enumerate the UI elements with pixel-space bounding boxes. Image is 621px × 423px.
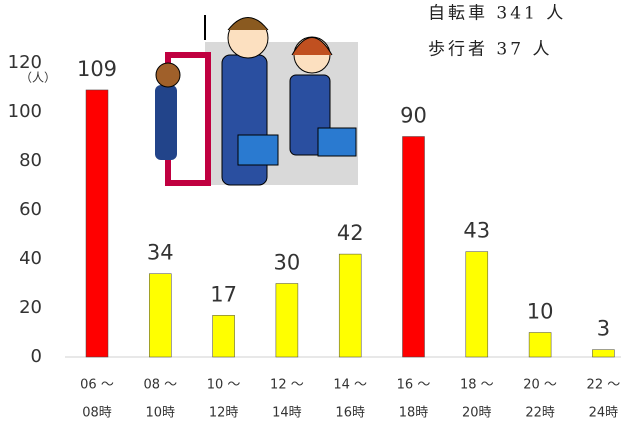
bar bbox=[403, 137, 425, 358]
x-tick-label: 18時 bbox=[399, 406, 429, 421]
x-tick-label: 06 ～ bbox=[80, 378, 114, 393]
bar bbox=[339, 254, 361, 357]
x-tick-label: 24時 bbox=[589, 406, 619, 421]
x-tick-label: 14 ～ bbox=[333, 378, 367, 393]
bar bbox=[592, 350, 614, 357]
annotation: 歩行者 37 人 bbox=[428, 40, 552, 60]
y-tick-label: 20 bbox=[19, 297, 42, 318]
y-tick-label: 0 bbox=[31, 346, 42, 367]
x-tick-label: 22時 bbox=[525, 406, 555, 421]
bar bbox=[466, 252, 488, 357]
x-tick-label: 08 ～ bbox=[143, 378, 177, 393]
x-tick-label: 22 ～ bbox=[587, 378, 621, 393]
x-tick-label: 14時 bbox=[272, 406, 302, 421]
x-tick-label: 16時 bbox=[335, 406, 365, 421]
x-tick-label: 12時 bbox=[209, 406, 239, 421]
y-tick-label: 40 bbox=[19, 248, 42, 269]
x-tick-label: 12 ～ bbox=[270, 378, 304, 393]
value-label: 3 bbox=[597, 317, 610, 341]
value-label: 42 bbox=[337, 221, 364, 245]
x-tick-label: 10時 bbox=[146, 406, 176, 421]
value-label: 17 bbox=[210, 282, 237, 306]
value-label: 90 bbox=[400, 104, 427, 128]
x-tick-label: 08時 bbox=[82, 406, 112, 421]
x-tick-label: 20時 bbox=[462, 406, 492, 421]
x-tick-label: 10 ～ bbox=[207, 378, 241, 393]
bar bbox=[276, 284, 298, 358]
value-label: 34 bbox=[147, 241, 174, 265]
value-label: 30 bbox=[274, 251, 301, 275]
bar bbox=[213, 315, 235, 357]
chart: 自転車 341 人 歩行者 37 人 （人） 02040608010012006… bbox=[0, 0, 621, 423]
y-tick-label: 100 bbox=[8, 101, 42, 122]
bar bbox=[86, 90, 108, 357]
x-tick-label: 18 ～ bbox=[460, 378, 494, 393]
y-tick-label: 120 bbox=[8, 52, 42, 73]
y-tick-label: 60 bbox=[19, 199, 42, 220]
value-label: 43 bbox=[463, 219, 490, 243]
bar bbox=[149, 274, 171, 357]
value-label: 109 bbox=[77, 57, 117, 81]
annotation: 自転車 341 人 bbox=[428, 4, 566, 24]
illustration bbox=[155, 15, 358, 185]
x-tick-label: 16 ～ bbox=[397, 378, 431, 393]
value-label: 10 bbox=[527, 300, 554, 324]
bar bbox=[529, 333, 551, 358]
x-tick-label: 20 ～ bbox=[523, 378, 557, 393]
y-tick-label: 80 bbox=[19, 150, 42, 171]
